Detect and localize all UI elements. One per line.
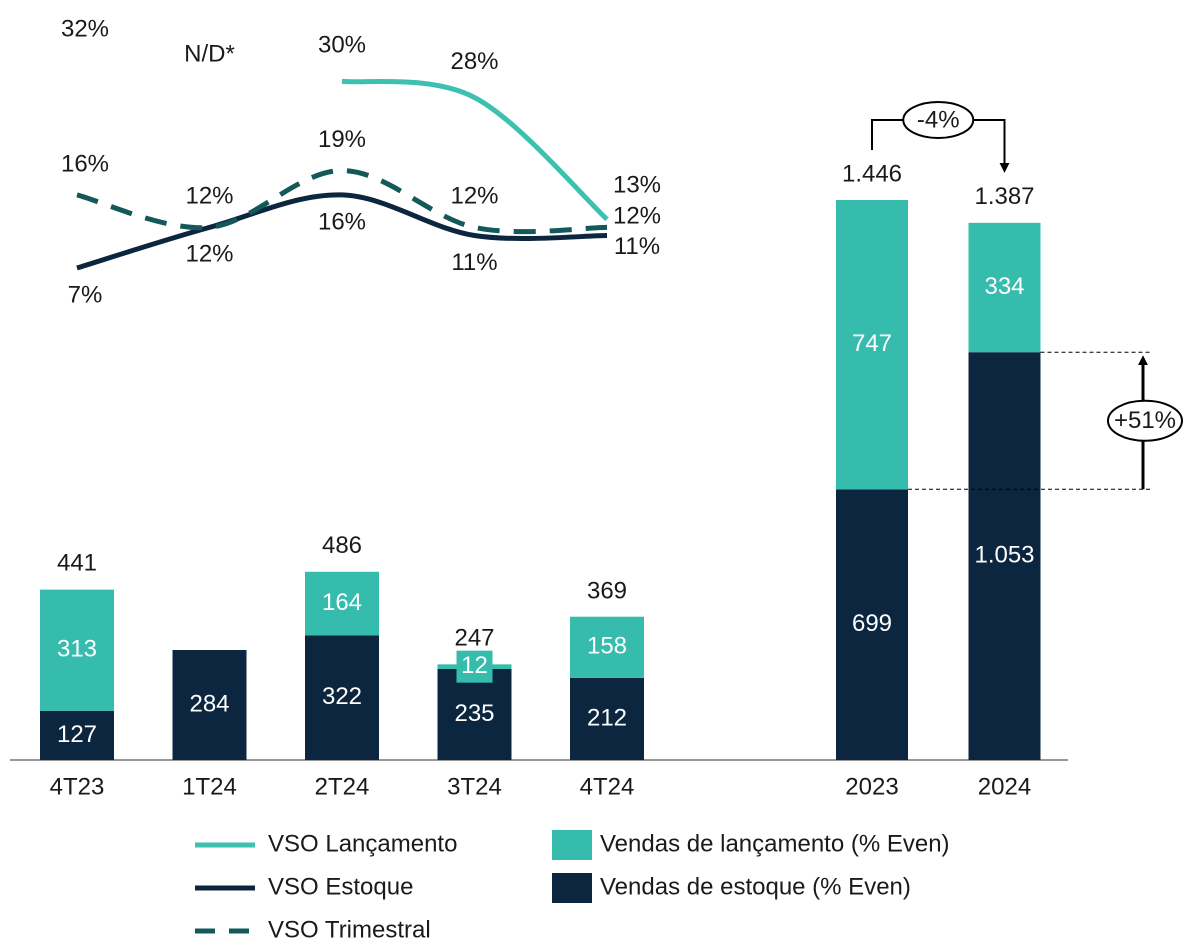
annotation: +51%	[1114, 407, 1176, 434]
bar-value-label: 1.053	[974, 541, 1034, 568]
bar-segment	[305, 571, 379, 636]
bar-segment	[836, 200, 908, 490]
bar-value-label: 158	[587, 633, 627, 660]
line-series	[76, 168, 608, 235]
bar-value-label: 127	[57, 721, 97, 748]
bar-value-label: 747	[852, 330, 892, 357]
bar-value-label: 699	[852, 610, 892, 637]
legend-label: VSO Trimestral	[268, 916, 431, 943]
total-label: 1.446	[842, 160, 902, 187]
x-tick-label: 3T24	[447, 773, 502, 800]
total-label: 486	[322, 532, 362, 559]
bar-segment	[968, 352, 1041, 760]
line-value-label: 12%	[185, 241, 233, 268]
line-value-label: 16%	[318, 208, 366, 235]
legend-label: VSO Estoque	[268, 873, 413, 900]
x-tick-label: 1T24	[182, 773, 237, 800]
bar-segment	[968, 222, 1041, 353]
bar-value-label: 212	[587, 704, 627, 731]
line-value-label: 16%	[61, 150, 109, 177]
line-value-label: 11%	[614, 233, 660, 260]
annotation-bubble	[1107, 399, 1183, 442]
x-tick-label: 4T24	[580, 773, 635, 800]
bar-value-label: 313	[57, 636, 97, 663]
bar-value-label: 235	[454, 700, 494, 727]
bar-segment	[305, 635, 379, 760]
line-value-label: 30%	[318, 32, 366, 59]
bar-segment	[172, 650, 247, 760]
total-label: 247	[454, 625, 494, 652]
bar-segment	[40, 710, 114, 760]
bar-value-label: 12	[461, 652, 488, 679]
bar-segment	[836, 489, 908, 760]
line-value-label: 7%	[68, 281, 103, 308]
line-series	[76, 192, 608, 271]
total-label: 369	[587, 577, 627, 604]
line-value-label: 11%	[451, 249, 497, 276]
x-tick-label: 4T23	[50, 773, 105, 800]
total-label: 1.387	[974, 183, 1034, 210]
legend-swatch	[552, 830, 592, 860]
bar-value-label: 334	[984, 273, 1024, 300]
line-value-label: 13%	[613, 172, 661, 199]
bar-value-label: 322	[322, 683, 362, 710]
legend-label: VSO Lançamento	[268, 830, 457, 857]
total-label: 441	[57, 550, 97, 577]
line-value-label: 12%	[450, 183, 498, 210]
line-value-label: 28%	[450, 48, 498, 75]
annotation-bubble	[902, 101, 975, 139]
annotation: -4%	[917, 106, 960, 133]
bar-segment	[40, 589, 114, 711]
x-tick-label: 2T24	[315, 773, 370, 800]
legend-swatch	[552, 873, 592, 903]
legend-label: Vendas de lançamento (% Even)	[600, 830, 950, 857]
line-series	[341, 78, 609, 222]
bar-segment	[570, 616, 644, 678]
bar-segment	[437, 668, 512, 760]
line-value-label: N/D*	[184, 40, 235, 67]
bar-value-label: 164	[322, 589, 362, 616]
line-value-label: 19%	[318, 126, 366, 153]
label-box	[456, 650, 493, 683]
line-value-label: 32%	[61, 15, 109, 42]
x-tick-label: 2023	[845, 773, 898, 800]
legend-label: Vendas de estoque (% Even)	[600, 873, 911, 900]
line-value-label: 12%	[613, 203, 661, 230]
bar-segment	[570, 677, 644, 760]
line-value-label: 12%	[185, 183, 233, 210]
x-tick-label: 2024	[978, 773, 1031, 800]
bar-value-label: 284	[189, 690, 229, 717]
